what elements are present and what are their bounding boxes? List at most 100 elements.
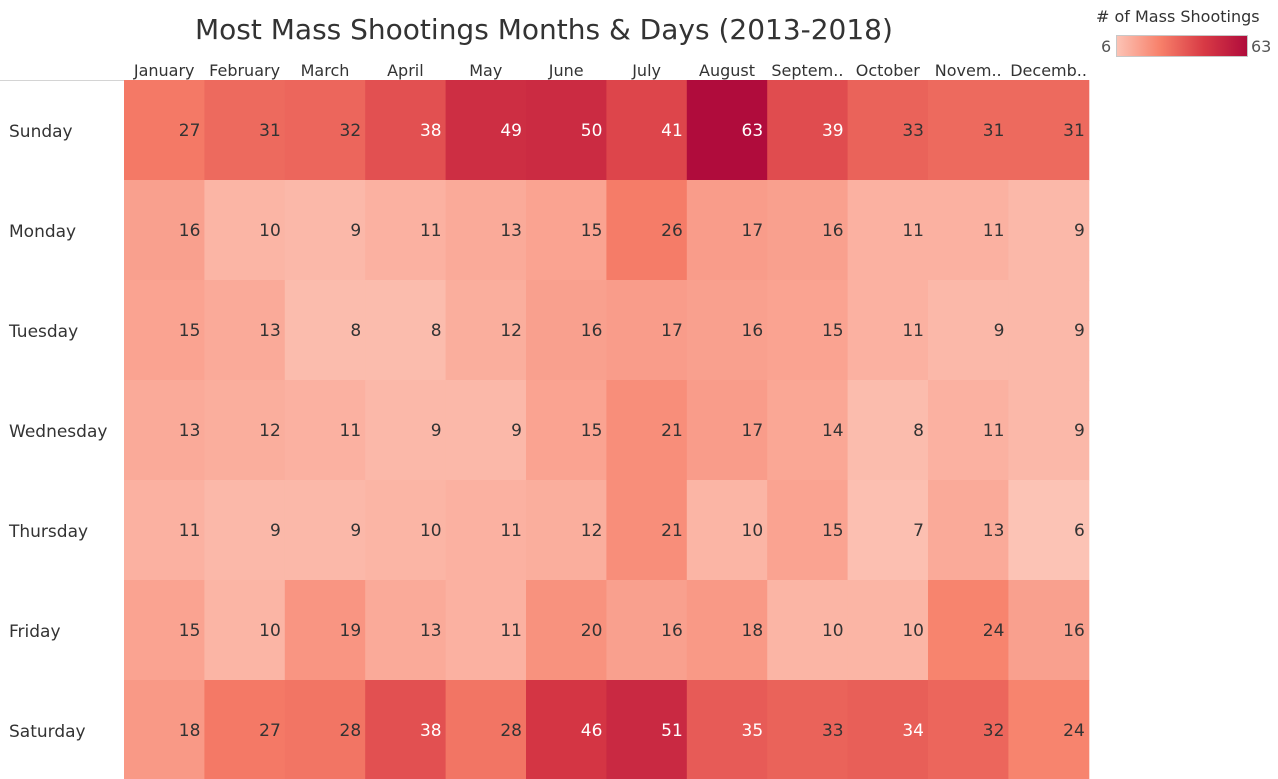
heatmap-cell[interactable] [606, 180, 688, 281]
heatmap-cell[interactable] [928, 80, 1009, 181]
heatmap-cell[interactable] [1008, 480, 1090, 581]
heatmap-cell[interactable] [767, 680, 849, 779]
column-header-month: February [209, 61, 280, 80]
heatmap-cell[interactable] [686, 280, 768, 381]
heatmap-cell[interactable] [445, 380, 527, 481]
heatmap-cell[interactable] [928, 580, 1009, 681]
heatmap-cell[interactable] [847, 680, 929, 779]
heatmap-cell[interactable] [445, 80, 527, 181]
heatmap-cell[interactable] [526, 80, 607, 181]
heatmap-cell[interactable] [365, 180, 447, 281]
heatmap-cell[interactable] [1008, 380, 1090, 481]
heatmap-cell[interactable] [526, 580, 607, 681]
heatmap-cell[interactable] [928, 480, 1009, 581]
heatmap-cell-label: 11 [902, 321, 924, 341]
heatmap-cell[interactable] [1008, 580, 1090, 681]
heatmap-cell[interactable] [767, 280, 849, 381]
heatmap-cell[interactable] [445, 480, 527, 581]
heatmap-cell-label: 28 [340, 721, 362, 741]
heatmap-cell[interactable] [124, 380, 205, 481]
heatmap-cell-label: 10 [902, 621, 924, 641]
heatmap-cell[interactable] [526, 480, 607, 581]
heatmap-cell[interactable] [847, 80, 929, 181]
heatmap-cell[interactable] [204, 80, 286, 181]
heatmap-cell[interactable] [204, 580, 286, 681]
column-header-month: January [133, 61, 195, 80]
legend-color-ramp[interactable] [1116, 35, 1248, 57]
heatmap-cell[interactable] [204, 280, 286, 381]
heatmap-cell[interactable] [767, 480, 849, 581]
heatmap-cell[interactable] [124, 180, 205, 281]
heatmap-cell[interactable] [767, 380, 849, 481]
heatmap-cell-label: 28 [500, 721, 522, 741]
heatmap-cell-label: 26 [661, 221, 683, 241]
heatmap-cell[interactable] [767, 180, 849, 281]
heatmap-cell[interactable] [284, 80, 366, 181]
heatmap-cell[interactable] [606, 480, 688, 581]
heatmap-cell[interactable] [284, 380, 366, 481]
heatmap-cell[interactable] [928, 280, 1009, 381]
heatmap-cell[interactable] [1008, 80, 1090, 181]
heatmap-cell[interactable] [686, 680, 768, 779]
heatmap-cell[interactable] [204, 680, 286, 779]
heatmap-cell[interactable] [1008, 280, 1090, 381]
heatmap-cell[interactable] [767, 580, 849, 681]
heatmap-cell[interactable] [445, 180, 527, 281]
heatmap-cell[interactable] [204, 480, 286, 581]
heatmap-cell[interactable] [284, 180, 366, 281]
heatmap-cell[interactable] [606, 680, 688, 779]
heatmap-cell[interactable] [847, 480, 929, 581]
heatmap-cell[interactable] [445, 280, 527, 381]
heatmap-cell[interactable] [526, 280, 607, 381]
heatmap-cell[interactable] [928, 380, 1009, 481]
heatmap-cell[interactable] [928, 180, 1009, 281]
heatmap-cell[interactable] [284, 480, 366, 581]
heatmap-cell[interactable] [124, 280, 205, 381]
heatmap-cell[interactable] [124, 480, 205, 581]
heatmap-cell[interactable] [204, 180, 286, 281]
heatmap-cell[interactable] [847, 580, 929, 681]
heatmap-cell[interactable] [526, 180, 607, 281]
heatmap-cell-label: 10 [420, 521, 442, 541]
heatmap-cell-label: 21 [661, 421, 683, 441]
heatmap-cell[interactable] [124, 680, 205, 779]
heatmap-cell[interactable] [284, 580, 366, 681]
heatmap-cell[interactable] [606, 580, 688, 681]
heatmap-cell[interactable] [124, 580, 205, 681]
heatmap-cell[interactable] [847, 380, 929, 481]
heatmap-cell[interactable] [1008, 180, 1090, 281]
heatmap-cell-label: 16 [179, 221, 201, 241]
heatmap-cell[interactable] [847, 280, 929, 381]
heatmap-cell-label: 13 [420, 621, 442, 641]
heatmap-cell[interactable] [365, 580, 447, 681]
heatmap-cell[interactable] [606, 380, 688, 481]
heatmap-cell[interactable] [686, 480, 768, 581]
heatmap-cell[interactable] [365, 680, 447, 779]
heatmap-cell[interactable] [365, 280, 447, 381]
heatmap-cell[interactable] [284, 280, 366, 381]
heatmap-cell[interactable] [606, 280, 688, 381]
heatmap-cell-label: 41 [661, 121, 683, 141]
heatmap-cell[interactable] [847, 180, 929, 281]
heatmap-cell[interactable] [284, 680, 366, 779]
heatmap-cell[interactable] [204, 380, 286, 481]
heatmap-cell-label: 10 [259, 221, 281, 241]
heatmap-cell[interactable] [686, 180, 768, 281]
heatmap-cell[interactable] [526, 380, 607, 481]
heatmap-cell[interactable] [365, 380, 447, 481]
heatmap-cell[interactable] [686, 80, 768, 181]
heatmap-cell[interactable] [526, 680, 607, 779]
heatmap-cell[interactable] [928, 680, 1009, 779]
heatmap-cell[interactable] [767, 80, 849, 181]
heatmap-cell[interactable] [686, 380, 768, 481]
heatmap-cell[interactable] [1008, 680, 1090, 779]
heatmap-cell[interactable] [365, 480, 447, 581]
heatmap-cell[interactable] [686, 580, 768, 681]
heatmap-cell[interactable] [365, 80, 447, 181]
heatmap-cell[interactable] [445, 680, 527, 779]
heatmap-cell[interactable] [445, 580, 527, 681]
heatmap-cell-label: 11 [983, 421, 1005, 441]
heatmap-cell[interactable] [124, 80, 205, 181]
heatmap-cell[interactable] [606, 80, 688, 181]
heatmap-cell-label: 27 [259, 721, 281, 741]
